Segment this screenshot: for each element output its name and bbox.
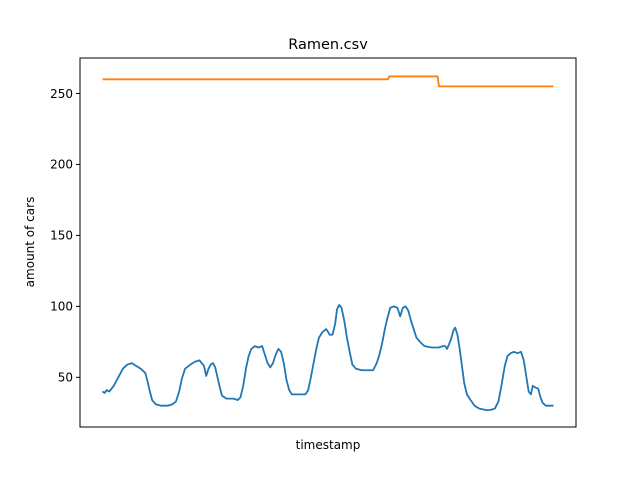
y-tick-label: 100 (50, 300, 73, 314)
y-tick-label: 50 (58, 371, 73, 385)
plot-frame (79, 57, 577, 428)
y-tick-label: 250 (50, 87, 73, 101)
y-tick-label: 150 (50, 229, 73, 243)
y-tick-label: 200 (50, 158, 73, 172)
x-axis-label: timestamp (296, 438, 361, 452)
y-axis-label: amount of cars (23, 197, 37, 288)
series-line-2 (102, 75, 554, 88)
chart-title: Ramen.csv (288, 37, 368, 53)
series-line-1 (102, 304, 554, 411)
